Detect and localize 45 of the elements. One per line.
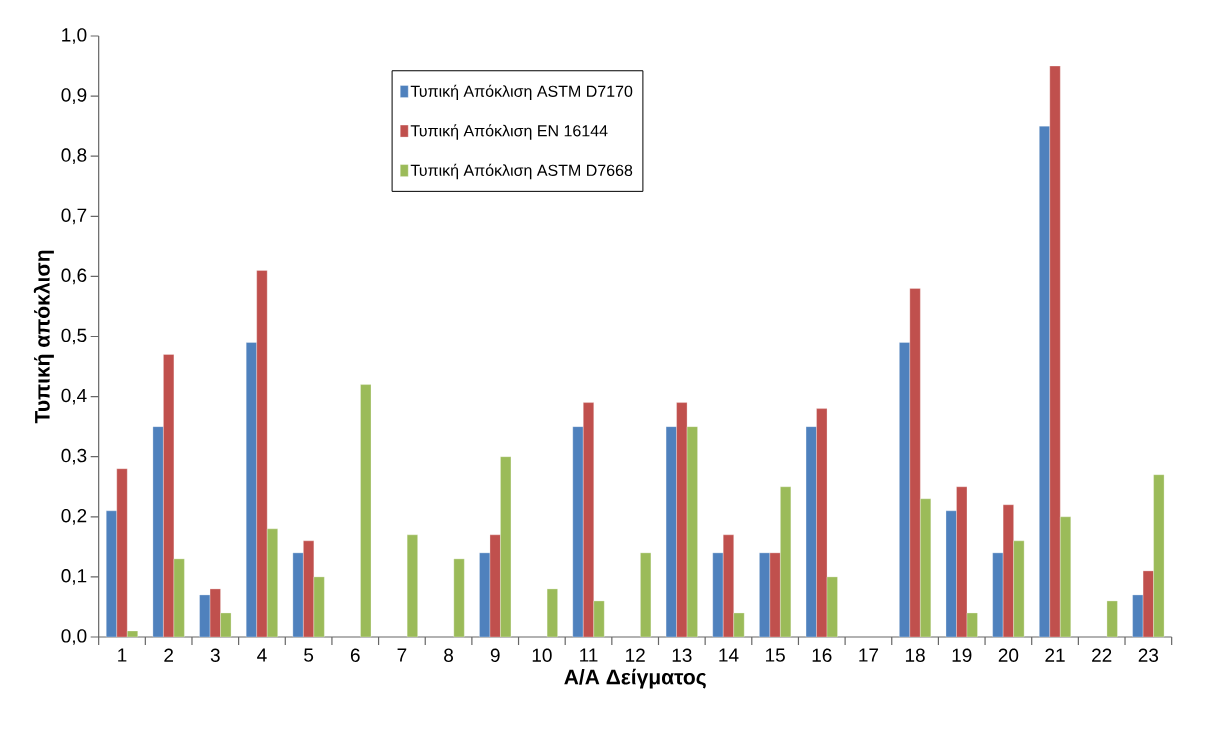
x-tick-label: 5 [304, 648, 314, 662]
y-tick-label: 0,9 [61, 88, 87, 104]
bar [360, 384, 372, 638]
y-tick-label: 0,7 [61, 208, 87, 225]
y-tick-label: 0,4 [61, 388, 87, 405]
x-tick-label: 4 [257, 648, 267, 662]
x-axis-title: Α/Α Δείγματος [564, 668, 706, 689]
x-tick-label: 3 [210, 648, 220, 662]
x-tick-label: 12 [626, 648, 645, 662]
x-tick-label: 8 [444, 648, 454, 662]
legend-label: Τυπική Απόκλιση ASTM D7170 [410, 84, 633, 101]
bar [546, 588, 558, 638]
y-tick-label: 0,2 [61, 508, 87, 525]
bar [407, 534, 418, 638]
x-tick-label: 14 [719, 648, 739, 662]
x-tick-label: 16 [812, 648, 832, 662]
y-tick-label: 0,6 [61, 268, 87, 285]
x-tick-label: 7 [397, 648, 407, 662]
x-tick-label: 1 [118, 648, 127, 662]
x-tick-label: 15 [766, 648, 785, 662]
x-tick-label: 2 [164, 648, 173, 662]
y-tick-label: 0,8 [61, 148, 87, 165]
y-tick-label: 0,3 [61, 448, 87, 465]
y-tick-label: 0,1 [61, 569, 87, 585]
x-tick-label: 18 [905, 648, 925, 662]
y-axis-title: Τυπική απόκλιση [33, 250, 54, 424]
bar [453, 558, 465, 638]
x-tick-label: 17 [859, 648, 879, 662]
y-tick-label: 0,5 [61, 328, 87, 345]
x-tick-label: 23 [1138, 648, 1159, 662]
x-tick-label: 13 [672, 648, 692, 662]
bar [640, 552, 652, 638]
x-tick-label: 10 [532, 648, 552, 662]
x-tick-label: 20 [998, 648, 1019, 662]
y-tick-label: 1,0 [62, 28, 87, 44]
legend-label: Τυπική Απόκλιση EN 16144 [410, 124, 608, 140]
x-tick-label: 11 [580, 648, 598, 662]
x-tick-label: 22 [1092, 648, 1112, 662]
x-tick-label: 6 [350, 648, 360, 662]
y-tick-label: 0,0 [61, 629, 87, 645]
x-tick-label: 9 [490, 648, 500, 662]
bar [1106, 600, 1118, 638]
x-tick-label: 19 [952, 648, 972, 662]
x-tick-label: 21 [1045, 648, 1065, 662]
legend-label: Τυπική Απόκλιση ASTM D7668 [410, 163, 633, 180]
